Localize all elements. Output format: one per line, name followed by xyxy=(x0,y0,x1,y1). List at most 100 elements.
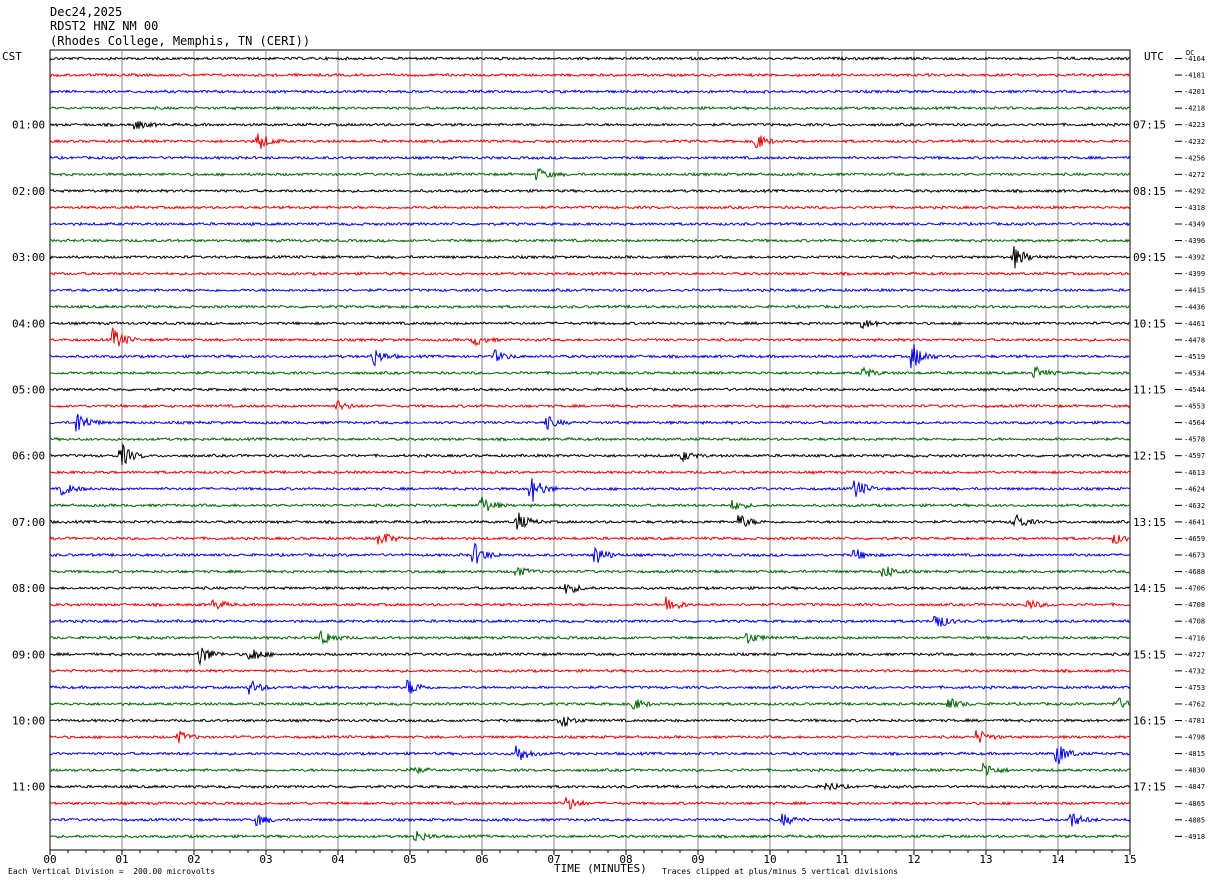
hour-label-right: 16:15 xyxy=(1133,715,1166,728)
trace-line xyxy=(49,72,1131,78)
dc-offset-label: -4399 xyxy=(1184,270,1205,278)
dc-offset-label: -4164 xyxy=(1184,55,1205,63)
dc-offset-label: -4544 xyxy=(1184,386,1205,394)
dc-offset-label: -4732 xyxy=(1184,667,1205,675)
dc-offset-label: -4708 xyxy=(1184,601,1205,609)
dc-offset-label: -4708 xyxy=(1184,618,1205,626)
trace-line xyxy=(49,745,1131,765)
x-tick-label: 12 xyxy=(907,853,920,866)
trace-line xyxy=(49,121,1131,130)
dc-offset-label: -4659 xyxy=(1184,535,1205,543)
trace-line xyxy=(49,583,1131,594)
trace-line xyxy=(49,133,1131,149)
hour-label-right: 07:15 xyxy=(1133,119,1166,132)
trace-line xyxy=(49,271,1131,277)
x-tick-label: 09 xyxy=(691,853,704,866)
trace-line xyxy=(49,542,1131,564)
x-tick-label: 15 xyxy=(1123,853,1136,866)
trace-line xyxy=(49,237,1131,244)
dc-offset-label: -4201 xyxy=(1184,88,1205,96)
dc-offset-label: -4478 xyxy=(1184,336,1205,344)
x-tick-label: 06 xyxy=(475,853,488,866)
x-tick-label: 03 xyxy=(259,853,272,866)
trace-line xyxy=(49,287,1131,293)
trace-line xyxy=(49,596,1131,610)
hour-label-left: 06:00 xyxy=(12,450,45,463)
hour-label-right: 11:15 xyxy=(1133,384,1166,397)
trace-line xyxy=(49,797,1131,810)
trace-line xyxy=(49,532,1131,545)
plot-frame xyxy=(49,49,1131,851)
dc-offset-label: -4706 xyxy=(1184,585,1205,593)
trace-line xyxy=(49,155,1131,161)
trace-line xyxy=(49,246,1131,269)
x-tick-label: 13 xyxy=(979,853,992,866)
dc-offset-label: -4564 xyxy=(1184,419,1205,427)
dc-offset-label: -4727 xyxy=(1184,651,1205,659)
hour-label-left: 03:00 xyxy=(12,251,45,264)
trace-line xyxy=(49,327,1131,347)
hour-label-left: 07:00 xyxy=(12,516,45,529)
hour-label-left: 05:00 xyxy=(12,384,45,397)
x-tick-label: 14 xyxy=(1051,853,1065,866)
dc-offset-label: -4461 xyxy=(1184,320,1205,328)
x-tick-label: 04 xyxy=(331,853,345,866)
dc-offset-label: -4885 xyxy=(1184,816,1205,824)
hour-label-right: 17:15 xyxy=(1133,781,1166,794)
dc-offset-label: -4534 xyxy=(1184,369,1205,377)
trace-line xyxy=(49,668,1131,674)
trace-line xyxy=(49,413,1131,432)
dc-offset-label: -4632 xyxy=(1184,502,1205,510)
hour-label-left: 01:00 xyxy=(12,119,45,132)
trace-line xyxy=(49,55,1131,62)
trace-line xyxy=(49,303,1131,310)
trace-line xyxy=(49,830,1131,842)
hour-label-left: 09:00 xyxy=(12,648,45,661)
trace-line xyxy=(49,782,1131,792)
trace-line xyxy=(49,436,1131,442)
dc-offset-label: -4181 xyxy=(1184,72,1205,80)
trace-line xyxy=(49,105,1131,111)
x-tick-label: 01 xyxy=(115,853,128,866)
hour-label-right: 12:15 xyxy=(1133,450,1166,463)
dc-offset-header: DC xyxy=(1186,49,1195,57)
x-tick-label: 11 xyxy=(835,853,848,866)
hour-label-right: 10:15 xyxy=(1133,317,1166,330)
dc-offset-label: -4223 xyxy=(1184,121,1205,129)
header-date: Dec24,2025 xyxy=(50,5,123,19)
hour-label-left: 10:00 xyxy=(12,715,45,728)
x-tick-label: 00 xyxy=(43,853,56,866)
hour-label-left: 02:00 xyxy=(12,185,45,198)
trace-line xyxy=(49,679,1131,695)
dc-offset-label: -4781 xyxy=(1184,717,1205,725)
header-location: (Rhodes College, Memphis, TN (CERI)) xyxy=(50,34,311,48)
header-station: RDST2 HNZ NM 00 xyxy=(50,19,159,33)
trace-line xyxy=(50,629,1131,645)
dc-offset-label: -4519 xyxy=(1184,353,1205,361)
dc-offset-label: -4762 xyxy=(1184,700,1205,708)
dc-offset-label: -4847 xyxy=(1184,783,1205,791)
trace-line xyxy=(49,188,1131,194)
footer-scale-note: Each Vertical Division = 200.00 microvol… xyxy=(8,867,216,876)
dc-offset-label: -4597 xyxy=(1184,452,1205,460)
trace-line xyxy=(49,615,1131,627)
dc-offset-label: -4553 xyxy=(1184,403,1205,411)
dc-offset-label: -4830 xyxy=(1184,767,1205,775)
dc-offset-label: -4396 xyxy=(1184,237,1205,245)
dc-offset-label: -4272 xyxy=(1184,171,1205,179)
trace-line xyxy=(49,761,1131,777)
dc-offset-label: -4436 xyxy=(1184,303,1205,311)
x-tick-label: 05 xyxy=(403,853,416,866)
dc-offset-label: -4688 xyxy=(1184,568,1205,576)
hour-label-right: 08:15 xyxy=(1133,185,1166,198)
trace-line xyxy=(49,399,1131,411)
dc-offset-label: -4218 xyxy=(1184,105,1205,113)
dc-offset-label: -4318 xyxy=(1184,204,1205,212)
timezone-right-label: UTC xyxy=(1144,50,1164,63)
x-tick-label: 10 xyxy=(763,853,776,866)
x-tick-label: 07 xyxy=(547,853,560,866)
dc-offset-label: -4753 xyxy=(1184,684,1205,692)
dc-offset-label: -4292 xyxy=(1184,187,1205,195)
trace-line xyxy=(49,566,1131,578)
